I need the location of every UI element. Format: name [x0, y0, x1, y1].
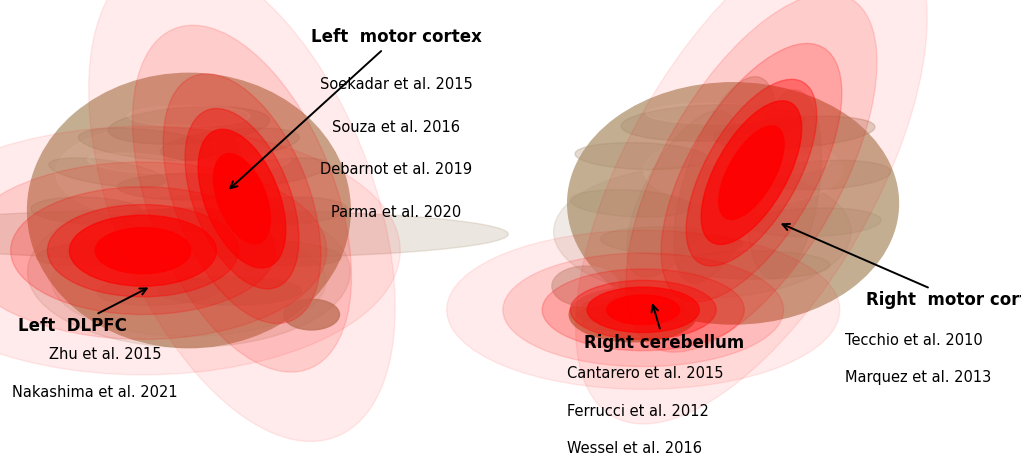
Ellipse shape [759, 160, 891, 190]
Ellipse shape [0, 162, 327, 340]
Ellipse shape [95, 228, 191, 274]
Ellipse shape [235, 197, 347, 224]
Ellipse shape [747, 90, 821, 279]
Ellipse shape [674, 77, 776, 283]
Text: Cantarero et al. 2015: Cantarero et al. 2015 [567, 366, 723, 381]
Ellipse shape [190, 153, 290, 174]
Text: Marquez et al. 2013: Marquez et al. 2013 [845, 370, 991, 385]
Ellipse shape [571, 280, 717, 339]
Ellipse shape [158, 277, 301, 305]
Ellipse shape [212, 158, 329, 187]
Ellipse shape [600, 227, 743, 256]
Ellipse shape [128, 105, 250, 126]
Ellipse shape [661, 44, 842, 302]
Text: Right  motor cortex: Right motor cortex [782, 224, 1021, 309]
Ellipse shape [221, 240, 341, 266]
Ellipse shape [31, 197, 143, 224]
Ellipse shape [719, 126, 784, 219]
Ellipse shape [28, 73, 350, 348]
Ellipse shape [198, 129, 286, 268]
Ellipse shape [568, 83, 898, 324]
Text: Wessel et al. 2016: Wessel et al. 2016 [567, 441, 701, 456]
Ellipse shape [89, 0, 395, 441]
Ellipse shape [542, 269, 744, 350]
Ellipse shape [88, 153, 188, 174]
Ellipse shape [37, 240, 157, 266]
Ellipse shape [701, 101, 801, 245]
Ellipse shape [55, 125, 282, 220]
Ellipse shape [69, 215, 216, 286]
Ellipse shape [626, 0, 877, 352]
Ellipse shape [28, 197, 350, 347]
Ellipse shape [213, 154, 271, 244]
Ellipse shape [577, 305, 689, 324]
Ellipse shape [133, 25, 351, 372]
Ellipse shape [0, 210, 508, 259]
Ellipse shape [216, 131, 259, 272]
Text: Right cerebellum: Right cerebellum [584, 305, 744, 352]
Ellipse shape [582, 315, 684, 332]
Ellipse shape [49, 158, 165, 187]
Ellipse shape [79, 128, 217, 160]
Ellipse shape [10, 187, 276, 315]
Ellipse shape [502, 253, 784, 367]
Ellipse shape [627, 111, 737, 277]
Ellipse shape [570, 190, 692, 217]
Text: Left  DLPFC: Left DLPFC [18, 289, 147, 335]
Ellipse shape [160, 128, 299, 160]
Ellipse shape [646, 103, 779, 124]
Ellipse shape [748, 208, 881, 236]
Text: Parma et al. 2020: Parma et al. 2020 [331, 205, 461, 220]
Ellipse shape [97, 277, 220, 305]
Ellipse shape [686, 79, 817, 266]
Ellipse shape [587, 287, 699, 333]
Ellipse shape [644, 134, 842, 207]
Ellipse shape [123, 208, 255, 232]
Text: Ferrucci et al. 2012: Ferrucci et al. 2012 [567, 403, 709, 419]
Ellipse shape [108, 106, 270, 144]
Ellipse shape [283, 299, 339, 330]
Text: Debarnot et al. 2019: Debarnot et al. 2019 [321, 162, 472, 177]
Text: Tecchio et al. 2010: Tecchio et al. 2010 [845, 333, 983, 348]
Text: Left  motor cortex: Left motor cortex [231, 28, 482, 188]
Ellipse shape [117, 174, 260, 200]
Ellipse shape [719, 154, 829, 177]
Ellipse shape [47, 205, 239, 297]
Ellipse shape [582, 298, 684, 315]
Text: Soekadar et al. 2015: Soekadar et al. 2015 [320, 77, 473, 92]
Ellipse shape [677, 251, 830, 279]
Ellipse shape [714, 116, 875, 149]
Ellipse shape [576, 0, 927, 424]
Text: Souza et al. 2016: Souza et al. 2016 [332, 120, 460, 135]
Ellipse shape [185, 108, 299, 289]
Text: Zhu et al. 2015: Zhu et al. 2015 [49, 347, 161, 362]
Ellipse shape [447, 230, 839, 389]
Ellipse shape [163, 74, 321, 324]
Text: Nakashima et al. 2021: Nakashima et al. 2021 [12, 385, 178, 400]
Ellipse shape [52, 227, 326, 336]
Ellipse shape [551, 266, 618, 307]
Ellipse shape [621, 105, 805, 141]
Ellipse shape [570, 287, 696, 342]
Ellipse shape [575, 143, 708, 169]
Ellipse shape [553, 166, 852, 298]
Ellipse shape [0, 126, 400, 375]
Ellipse shape [606, 295, 680, 324]
